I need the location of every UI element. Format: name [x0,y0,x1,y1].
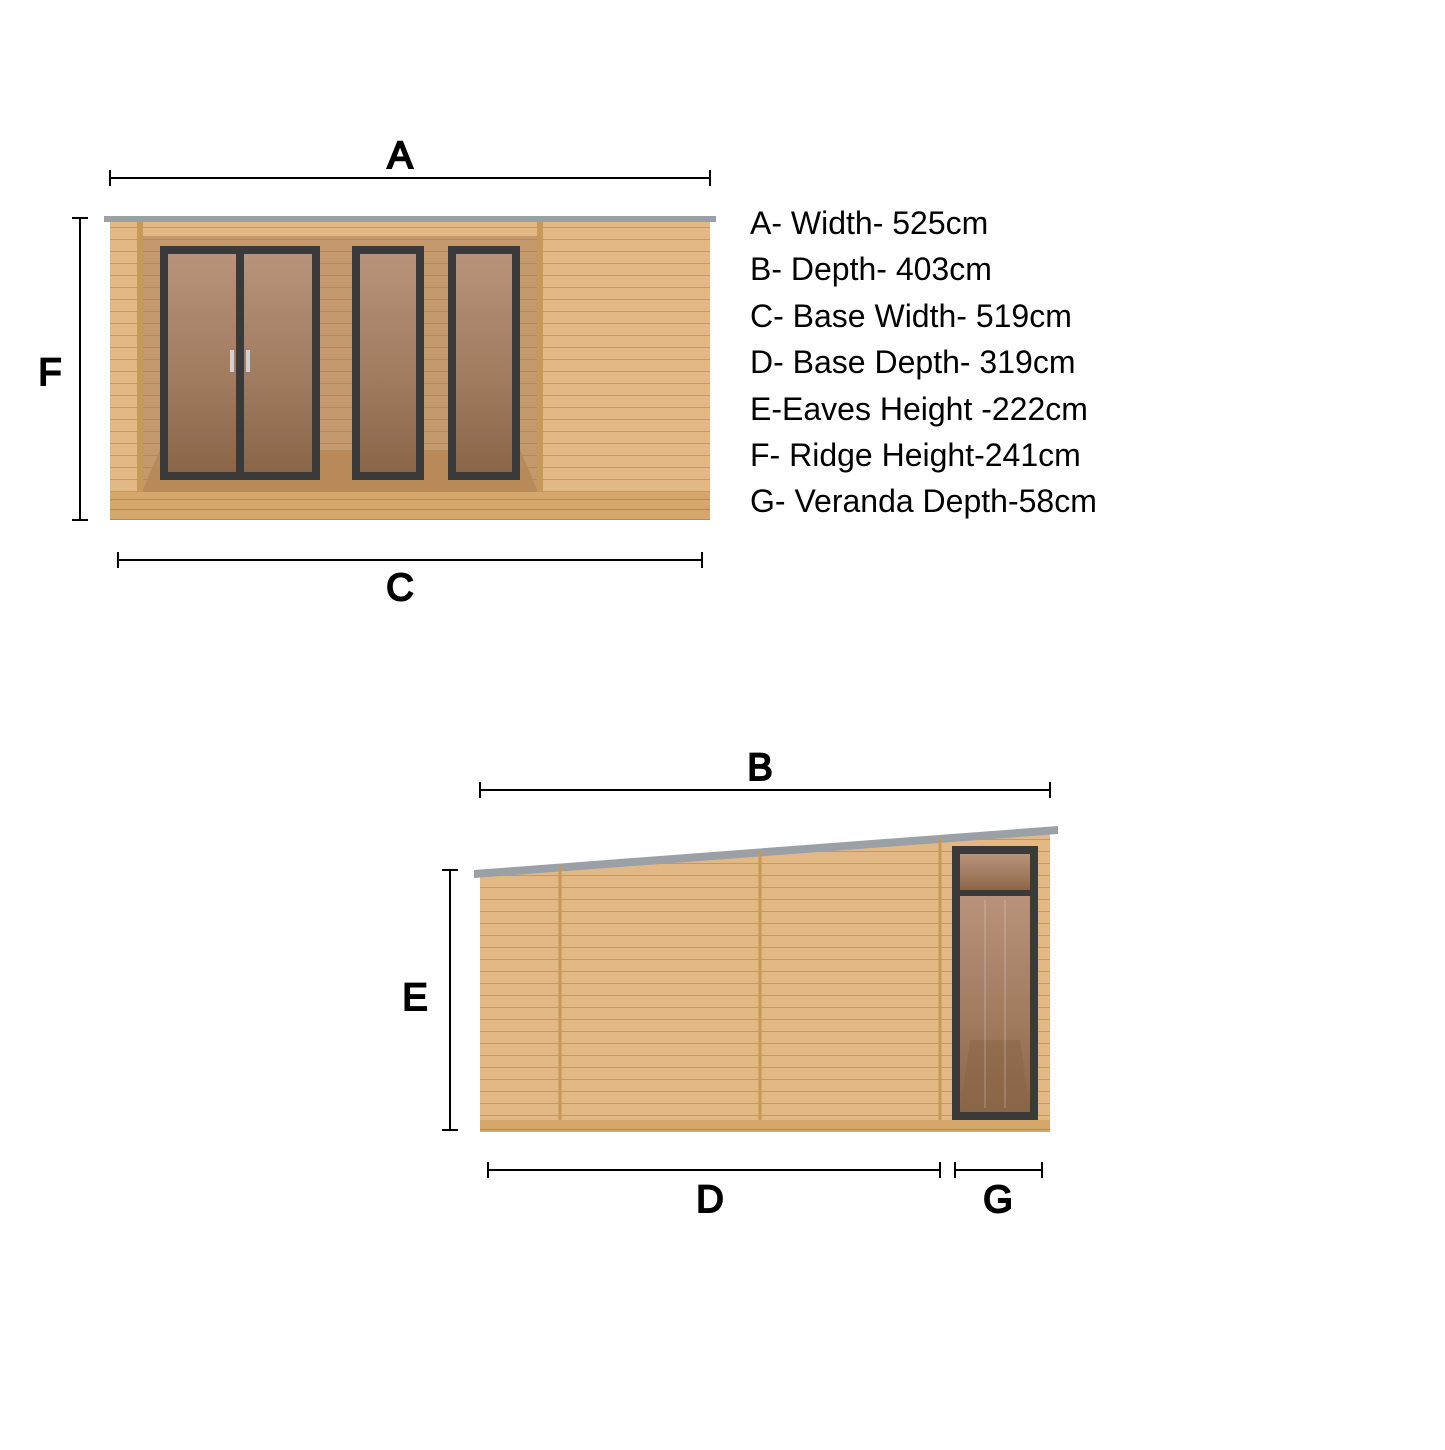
dim-label-B: B [747,747,772,789]
dim-label-C: C [386,567,413,609]
dim-label-D: D [696,1179,723,1221]
dimension-legend: A- Width- 525cmB- Depth- 403cmC- Base Wi… [750,200,1097,525]
dim-label-E: E [402,977,427,1019]
front-view [104,216,716,520]
legend-item-E: E-Eaves Height -222cm [750,386,1097,432]
side-view [474,826,1058,1132]
legend-item-F: F- Ridge Height-241cm [750,432,1097,478]
front-window-2 [448,246,520,480]
legend-item-C: C- Base Width- 519cm [750,293,1097,339]
dimension-diagram: A C F B E D G [0,0,1445,1445]
legend-item-B: B- Depth- 403cm [750,246,1097,292]
dim-label-F: F [38,352,61,394]
legend-item-A: A- Width- 525cm [750,200,1097,246]
side-veranda-opening [952,846,1038,1120]
front-window-1 [352,246,424,480]
legend-item-D: D- Base Depth- 319cm [750,339,1097,385]
front-double-door [160,246,320,480]
dim-label-A: A [387,135,413,177]
dim-label-G: G [983,1179,1013,1221]
legend-item-G: G- Veranda Depth-58cm [750,478,1097,524]
